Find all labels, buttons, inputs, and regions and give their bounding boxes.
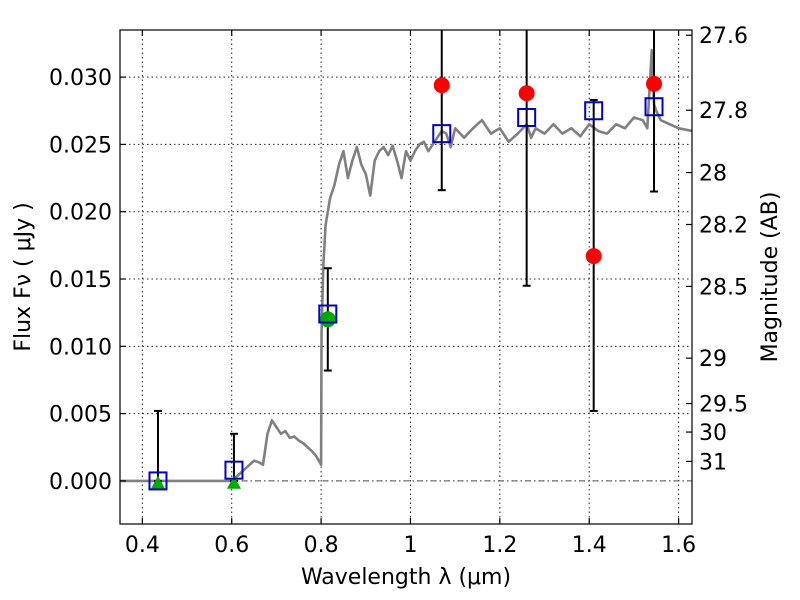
template-layer bbox=[120, 48, 692, 483]
x-tick-label: 0.4 bbox=[125, 533, 160, 558]
circle-marker bbox=[646, 75, 663, 92]
x-tick-label: 1 bbox=[403, 533, 417, 558]
y-tick-label: 0.010 bbox=[49, 335, 112, 360]
square-marker bbox=[224, 460, 244, 480]
y2-tick-label: 27.8 bbox=[699, 99, 748, 124]
circle-marker bbox=[433, 77, 450, 94]
y-tick-label: 0.005 bbox=[49, 403, 112, 428]
y2-tick-label: 27.6 bbox=[699, 24, 748, 49]
y-tick-label: 0.025 bbox=[49, 133, 112, 158]
y2-tick-label: 28 bbox=[699, 162, 727, 187]
y2-tick-label: 29 bbox=[699, 347, 727, 372]
circle-marker bbox=[518, 85, 535, 102]
triangle-marker bbox=[150, 475, 165, 489]
square-marker bbox=[318, 304, 338, 324]
x-tick-label: 0.8 bbox=[304, 533, 339, 558]
y-tick-label: 0.015 bbox=[49, 268, 112, 293]
square-marker bbox=[584, 101, 604, 121]
y2-tick-label: 29.5 bbox=[699, 393, 748, 418]
y-tick-label: 0.030 bbox=[49, 66, 112, 91]
plot-frame bbox=[119, 29, 693, 525]
y2-tick-label: 31 bbox=[699, 450, 727, 475]
square-marker bbox=[517, 107, 537, 127]
square-marker bbox=[432, 124, 452, 144]
y2-axis-title: Magnitude (AB) bbox=[758, 192, 783, 363]
marker-layer bbox=[148, 75, 664, 491]
x-axis-title: Wavelength λ (μm) bbox=[301, 565, 511, 590]
square-marker bbox=[148, 471, 168, 491]
template-spectrum-line bbox=[120, 48, 692, 483]
y-axis-title: Flux Fν ( μJy ) bbox=[11, 202, 36, 351]
y-tick-label: 0.000 bbox=[49, 470, 112, 495]
circle-marker bbox=[585, 248, 602, 265]
x-tick-label: 1.6 bbox=[661, 533, 696, 558]
y2-tick-label: 30 bbox=[699, 421, 727, 446]
square-marker bbox=[644, 97, 664, 117]
x-tick-label: 0.6 bbox=[214, 533, 249, 558]
triangle-marker bbox=[226, 475, 241, 489]
y2-tick-label: 28.2 bbox=[699, 214, 748, 239]
y-tick-label: 0.020 bbox=[49, 201, 112, 226]
y2-tick-label: 28.5 bbox=[699, 275, 748, 300]
x-tick-label: 1.2 bbox=[482, 533, 517, 558]
x-tick-label: 1.4 bbox=[572, 533, 607, 558]
ticks: 0.4 0.6 0.8 1 1.2 1.4 1.6 0.000 0.005 0.010 0.015 0… bbox=[49, 24, 748, 558]
circle-marker bbox=[319, 311, 336, 328]
